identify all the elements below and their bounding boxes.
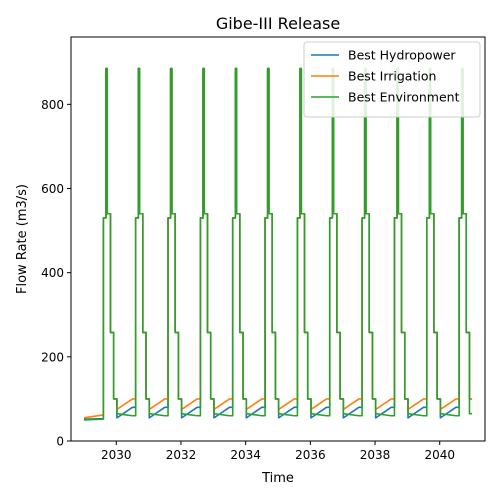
x-tick-label: 2040 bbox=[424, 448, 455, 462]
y-axis-label: Flow Rate (m3/s) bbox=[15, 184, 30, 294]
y-tick-label: 800 bbox=[41, 98, 64, 112]
y-axis-ticks: 0 200 400 600 800 bbox=[41, 98, 71, 449]
legend-label: Best Environment bbox=[348, 90, 460, 105]
x-tick-label: 2038 bbox=[360, 448, 391, 462]
x-axis-ticks: 2030 2032 2034 2036 2038 2040 bbox=[101, 441, 455, 462]
legend-box bbox=[303, 41, 481, 118]
series-line-best-environment bbox=[83, 67, 473, 421]
y-tick-label: 600 bbox=[41, 182, 64, 196]
x-tick-label: 2034 bbox=[230, 448, 261, 462]
legend-label: Best Hydropower bbox=[348, 48, 456, 63]
x-tick-label: 2036 bbox=[295, 448, 326, 462]
plot-area bbox=[83, 67, 473, 421]
x-tick-label: 2032 bbox=[166, 448, 197, 462]
x-tick-label: 2030 bbox=[101, 448, 132, 462]
axes-frame bbox=[70, 36, 486, 442]
legend-label: Best Irrigation bbox=[348, 69, 436, 84]
y-tick-label: 400 bbox=[41, 266, 64, 280]
x-axis-label: Time bbox=[261, 471, 294, 486]
legend: Best Hydropower Best Irrigation Best Envir… bbox=[303, 41, 481, 118]
y-tick-label: 200 bbox=[41, 350, 64, 364]
y-tick-label: 0 bbox=[56, 435, 64, 449]
chart-title: Gibe-III Release bbox=[216, 14, 340, 33]
